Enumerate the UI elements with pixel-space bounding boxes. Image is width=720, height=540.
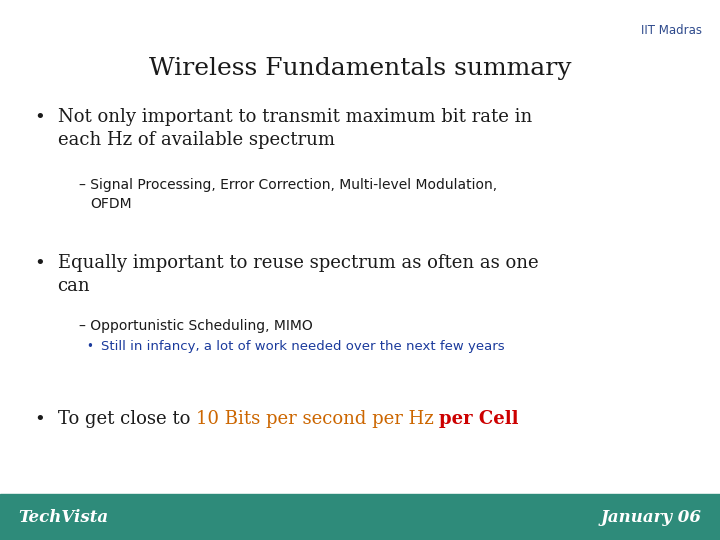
Text: •: • bbox=[35, 410, 45, 428]
Text: Wireless Fundamentals summary: Wireless Fundamentals summary bbox=[149, 57, 571, 80]
Text: OFDM: OFDM bbox=[90, 197, 132, 211]
Text: – Signal Processing, Error Correction, Multi-level Modulation,: – Signal Processing, Error Correction, M… bbox=[79, 178, 498, 192]
Text: TechVista: TechVista bbox=[18, 509, 108, 525]
Text: Not only important to transmit maximum bit rate in
each Hz of available spectrum: Not only important to transmit maximum b… bbox=[58, 108, 532, 149]
Text: Still in infancy, a lot of work needed over the next few years: Still in infancy, a lot of work needed o… bbox=[101, 340, 505, 353]
Text: January 06: January 06 bbox=[601, 509, 702, 525]
Bar bbox=[0, 494, 720, 540]
Text: To get close to: To get close to bbox=[58, 410, 196, 428]
Text: Equally important to reuse spectrum as often as one
can: Equally important to reuse spectrum as o… bbox=[58, 254, 539, 295]
Text: per Cell: per Cell bbox=[439, 410, 518, 428]
Text: •: • bbox=[86, 340, 94, 353]
Text: – Opportunistic Scheduling, MIMO: – Opportunistic Scheduling, MIMO bbox=[79, 319, 313, 333]
Text: IIT Madras: IIT Madras bbox=[641, 24, 702, 37]
Text: •: • bbox=[35, 254, 45, 272]
Text: •: • bbox=[35, 108, 45, 126]
Text: 10 Bits per second per Hz: 10 Bits per second per Hz bbox=[196, 410, 439, 428]
